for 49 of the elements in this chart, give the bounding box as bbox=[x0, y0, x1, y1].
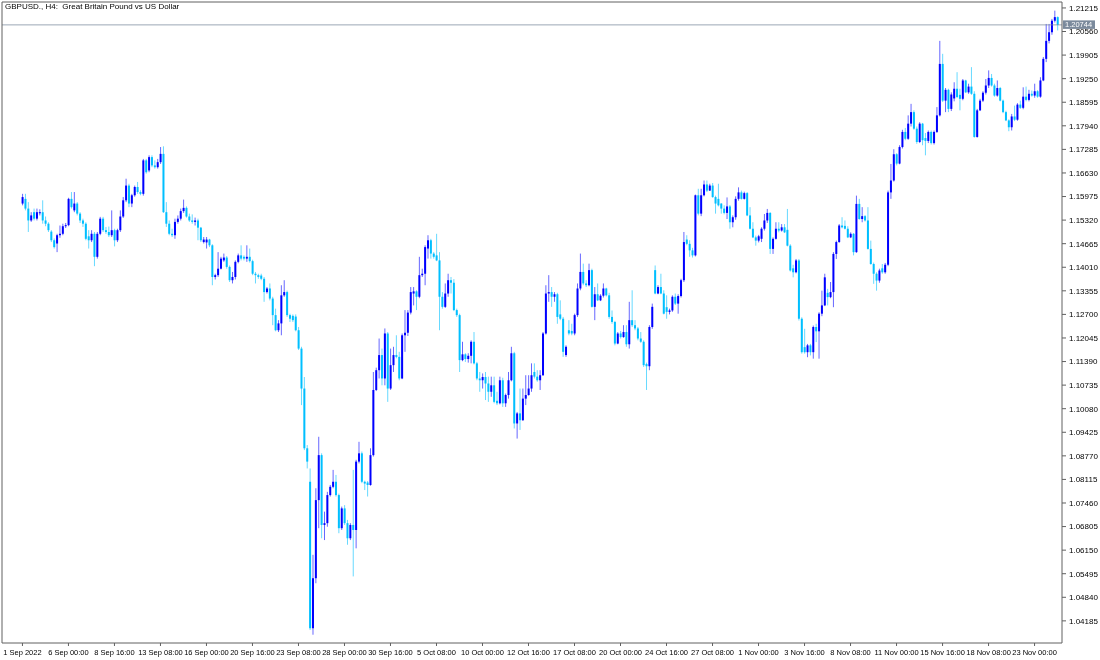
y-tick-label: 1.21215 bbox=[1069, 3, 1099, 13]
candlestick bbox=[588, 263, 591, 287]
candlestick bbox=[242, 254, 245, 261]
y-tick-label: 1.06150 bbox=[1069, 545, 1099, 555]
candlestick bbox=[288, 313, 291, 323]
candlestick bbox=[774, 221, 777, 241]
y-tick-label: 1.16630 bbox=[1069, 168, 1099, 178]
y-tick-label: 1.05495 bbox=[1069, 569, 1099, 579]
y-tick-label: 1.12700 bbox=[1069, 310, 1099, 320]
y-tick-label: 1.14665 bbox=[1069, 239, 1099, 249]
candlestick bbox=[265, 286, 268, 295]
y-tick-label: 1.04840 bbox=[1069, 593, 1099, 603]
y-tick-label: 1.11390 bbox=[1069, 357, 1098, 367]
candlestick bbox=[542, 331, 545, 377]
y-tick-label: 1.08770 bbox=[1069, 451, 1099, 461]
candlestick bbox=[334, 474, 337, 498]
y-tick-label: 1.18595 bbox=[1069, 98, 1099, 108]
candlestick bbox=[585, 279, 588, 288]
y-tick-label: 1.09425 bbox=[1069, 428, 1099, 438]
y-tick-label: 1.17285 bbox=[1069, 145, 1099, 155]
y-tick-label: 1.10080 bbox=[1069, 404, 1099, 414]
candlestick bbox=[104, 226, 107, 235]
y-tick-label: 1.20560 bbox=[1069, 27, 1099, 37]
candlestick bbox=[357, 441, 360, 464]
y-tick-label: 1.06805 bbox=[1069, 522, 1099, 532]
candlestick bbox=[245, 244, 248, 263]
y-tick-label: 1.13355 bbox=[1069, 286, 1099, 296]
y-tick-label: 1.04185 bbox=[1069, 616, 1099, 626]
y-tick-label: 1.07460 bbox=[1069, 498, 1099, 508]
candlestick bbox=[751, 221, 754, 239]
y-tick-label: 1.12045 bbox=[1069, 333, 1099, 343]
candlestick bbox=[473, 331, 475, 365]
candlestick bbox=[240, 244, 243, 261]
candlestick bbox=[450, 276, 452, 295]
candlestick bbox=[81, 218, 84, 228]
y-tick-label: 1.08115 bbox=[1069, 475, 1098, 485]
y-tick-label: 1.17940 bbox=[1069, 121, 1099, 131]
y-tick-label: 1.14010 bbox=[1069, 263, 1099, 273]
y-tick-label: 1.15320 bbox=[1069, 215, 1099, 225]
candlestick bbox=[565, 344, 568, 358]
candlestick bbox=[567, 319, 570, 336]
y-tick-label: 1.19250 bbox=[1069, 74, 1099, 84]
candlestick bbox=[634, 319, 637, 331]
candlestick bbox=[611, 309, 614, 325]
y-tick-label: 1.10735 bbox=[1069, 380, 1099, 390]
y-tick-label: 1.19905 bbox=[1069, 50, 1099, 60]
y-tick-label: 1.15975 bbox=[1069, 192, 1099, 202]
candlestick bbox=[194, 217, 197, 226]
chart-title: GBPUSD., H4: Great Britain Pound vs US Dollar bbox=[5, 2, 180, 12]
